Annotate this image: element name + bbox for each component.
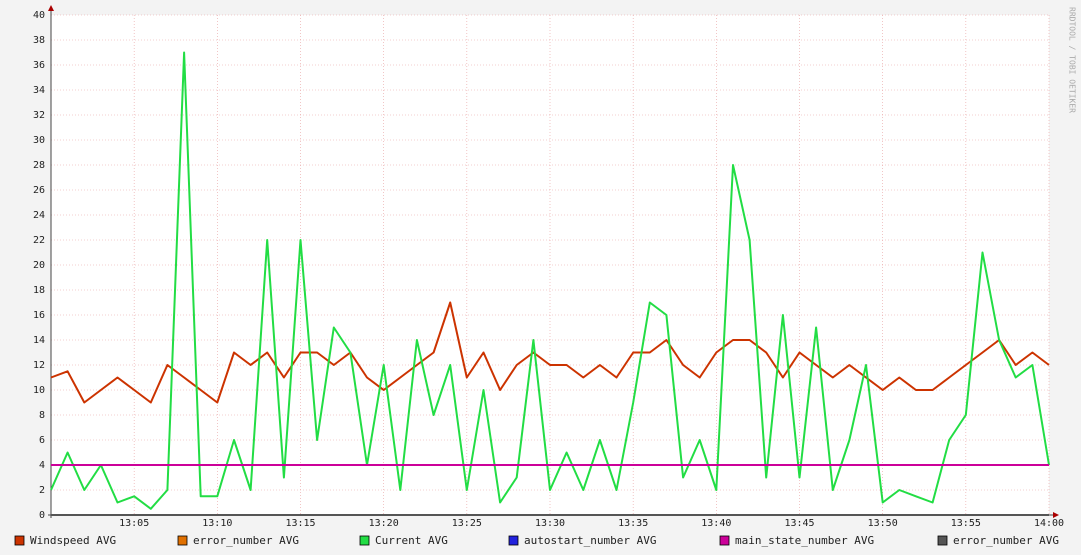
y-tick-label: 24 xyxy=(33,210,45,221)
y-tick-label: 6 xyxy=(39,435,45,446)
y-tick-label: 20 xyxy=(33,260,45,271)
legend-label: error_number AVG xyxy=(953,534,1059,547)
series-line xyxy=(50,51,1050,510)
x-tick-label: 13:50 xyxy=(868,518,898,529)
legend-swatch xyxy=(14,535,25,546)
legend-label: Current AVG xyxy=(375,534,448,547)
y-tick-label: 16 xyxy=(33,310,45,321)
y-tick-label: 8 xyxy=(39,410,45,421)
series-line xyxy=(50,301,1050,404)
legend-label: error_number AVG xyxy=(193,534,299,547)
y-tick-label: 38 xyxy=(33,35,45,46)
legend-swatch xyxy=(937,535,948,546)
y-tick-label: 22 xyxy=(33,235,45,246)
watermark: RRDTOOL / TOBI OETIKER xyxy=(1068,7,1077,113)
x-tick-label: 13:35 xyxy=(618,518,648,529)
y-tick-label: 14 xyxy=(33,335,45,346)
x-tick-label: 13:20 xyxy=(369,518,399,529)
legend-swatch xyxy=(177,535,188,546)
y-tick-label: 34 xyxy=(33,85,45,96)
y-tick-label: 2 xyxy=(39,485,45,496)
x-tick-label: 13:15 xyxy=(285,518,315,529)
y-tick-label: 12 xyxy=(33,360,45,371)
axis-arrow xyxy=(48,5,54,11)
y-tick-label: 30 xyxy=(33,135,45,146)
legend-label: Windspeed AVG xyxy=(30,534,116,547)
y-tick-label: 36 xyxy=(33,60,45,71)
y-tick-label: 26 xyxy=(33,185,45,196)
x-tick-label: 13:10 xyxy=(202,518,232,529)
y-tick-label: 10 xyxy=(33,385,45,396)
x-tick-label: 13:45 xyxy=(784,518,814,529)
y-tick-label: 28 xyxy=(33,160,45,171)
x-tick-label: 13:40 xyxy=(701,518,731,529)
x-tick-label: 13:25 xyxy=(452,518,482,529)
x-tick-label: 13:55 xyxy=(951,518,981,529)
legend-swatch xyxy=(508,535,519,546)
y-tick-label: 18 xyxy=(33,285,45,296)
legend-swatch xyxy=(719,535,730,546)
x-tick-label: 13:05 xyxy=(119,518,149,529)
y-tick-label: 0 xyxy=(39,510,45,521)
x-tick-label: 13:30 xyxy=(535,518,565,529)
y-tick-label: 32 xyxy=(33,110,45,121)
x-tick-label: 14:00 xyxy=(1034,518,1064,529)
axis-arrow xyxy=(1053,512,1059,518)
legend-label: autostart_number AVG xyxy=(524,534,656,547)
y-tick-label: 4 xyxy=(39,460,45,471)
y-tick-label: 40 xyxy=(33,10,45,21)
legend-label: main_state_number AVG xyxy=(735,534,874,547)
legend-swatch xyxy=(359,535,370,546)
